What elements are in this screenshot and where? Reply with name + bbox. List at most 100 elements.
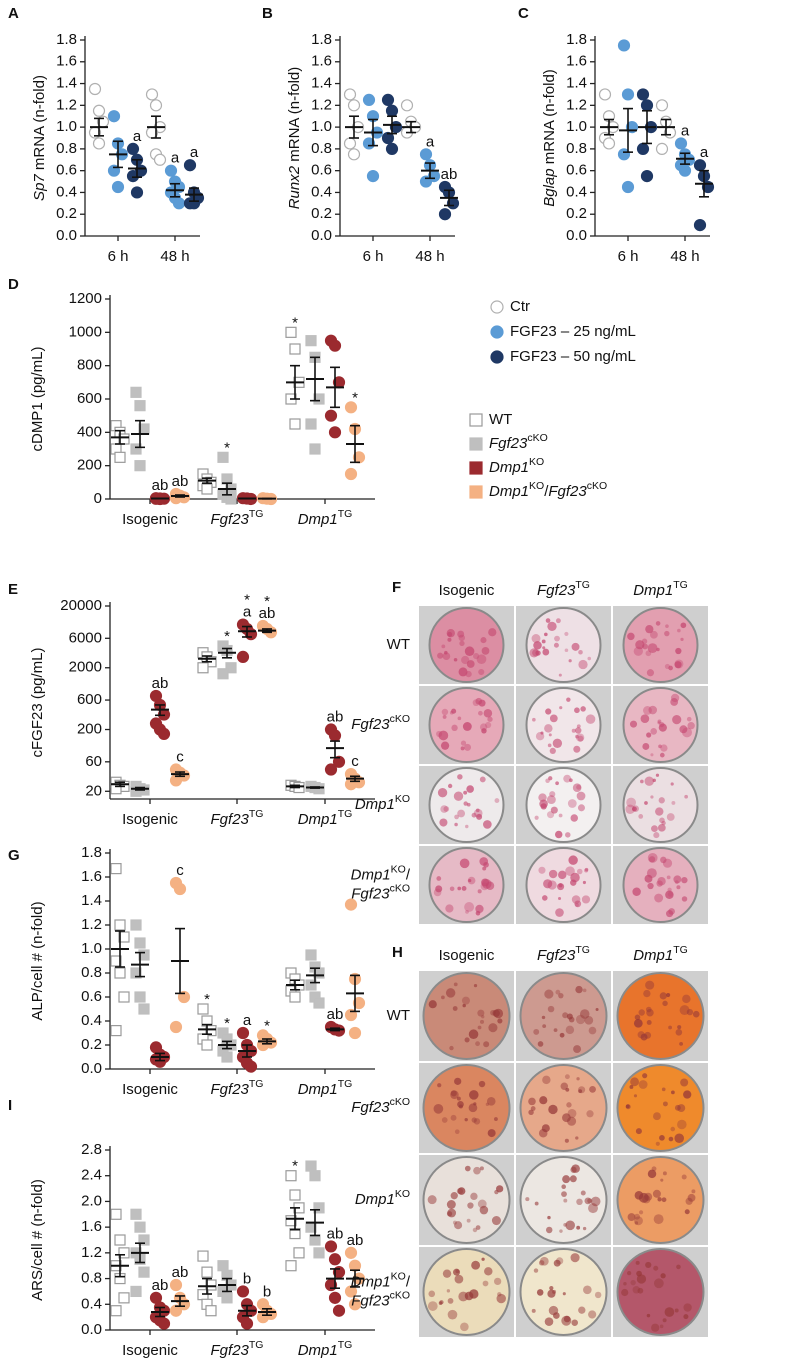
- well-spot: [655, 621, 661, 626]
- y-tick-label: 600: [77, 390, 102, 407]
- data-point: [332, 755, 346, 768]
- data-point: [118, 931, 130, 943]
- text-part: TG: [249, 808, 264, 820]
- legend-label: FGF23 – 50 ng/mL: [510, 348, 636, 365]
- well-spot: [555, 781, 559, 786]
- well-spot: [450, 1090, 457, 1097]
- well-spot: [573, 1045, 582, 1054]
- well-spot: [471, 1260, 481, 1270]
- well-spot: [576, 791, 586, 801]
- text-part: Fgf23: [211, 811, 250, 828]
- well-spot: [549, 791, 556, 798]
- data-point: [344, 898, 358, 911]
- well-spot: [677, 628, 681, 633]
- panel-letter: C: [518, 5, 529, 22]
- y-tick-label: 200: [77, 720, 102, 737]
- well-spot: [659, 1324, 664, 1329]
- x-tick-label: Fgf23TG: [211, 508, 264, 528]
- well-spot: [439, 818, 448, 827]
- well-spot: [671, 800, 676, 805]
- well: [519, 1248, 608, 1336]
- well-spot: [445, 988, 456, 998]
- well-spot: [674, 1133, 685, 1144]
- well-spot: [461, 655, 470, 665]
- well-spot: [545, 1226, 553, 1234]
- well: [422, 1064, 511, 1152]
- well-spot: [692, 1010, 700, 1018]
- well-spot: [564, 1074, 570, 1080]
- well-spot: [665, 624, 669, 628]
- well-spot: [463, 790, 468, 795]
- well-spot: [454, 1077, 462, 1085]
- well-spot: [668, 1136, 674, 1142]
- well-spot: [558, 992, 564, 999]
- data-point: [313, 1202, 325, 1214]
- text-part: KO: [529, 456, 544, 468]
- well-spot: [565, 832, 571, 838]
- annotation: ab: [152, 675, 169, 692]
- y-tick-label: 1.2: [81, 1244, 102, 1261]
- well-spot: [494, 1189, 499, 1195]
- annotation: *: [224, 628, 230, 645]
- well-spot: [479, 857, 489, 866]
- y-tick-label: 2.8: [81, 1141, 102, 1158]
- y-tick-label: 0.8: [81, 1270, 102, 1287]
- data-point: [118, 991, 130, 1003]
- well-spot: [625, 1104, 630, 1109]
- well-spot: [442, 1269, 452, 1278]
- well-spot: [464, 743, 472, 751]
- well-spot: [470, 1192, 478, 1201]
- well-spot: [441, 1117, 448, 1123]
- well-spot: [679, 1041, 684, 1046]
- well-spot: [559, 706, 563, 710]
- x-tick-label: Fgf23TG: [211, 1078, 264, 1098]
- well-spot: [547, 880, 557, 890]
- well-spot: [548, 869, 558, 879]
- well-spot: [661, 820, 666, 826]
- well-spot: [582, 1226, 587, 1231]
- well-spot: [545, 708, 552, 715]
- well-spot: [653, 1265, 659, 1271]
- well-spot: [670, 698, 679, 706]
- well-spot: [533, 1028, 540, 1035]
- well-spot: [477, 889, 482, 894]
- well-spot: [493, 1008, 504, 1019]
- well-spot: [566, 697, 571, 702]
- annotation: *: [224, 1015, 230, 1032]
- well-spot: [481, 1257, 485, 1261]
- data-point: [236, 1285, 250, 1298]
- well-spot: [473, 652, 480, 660]
- well-spot: [566, 1102, 572, 1108]
- y-tick-label: 1.6: [566, 53, 587, 70]
- data-point: [225, 493, 237, 505]
- panel-letter: H: [392, 944, 403, 961]
- well-spot: [558, 870, 567, 880]
- data-point: [240, 1317, 254, 1330]
- panel-letter: E: [8, 581, 18, 598]
- well: [525, 767, 602, 843]
- column-header: Isogenic: [439, 582, 495, 599]
- data-point: [134, 937, 146, 949]
- well-spot: [447, 783, 453, 789]
- well-spot: [541, 639, 546, 644]
- well-spot: [456, 1096, 461, 1101]
- data-point: [114, 967, 126, 979]
- well-spot: [564, 631, 569, 636]
- data-point: [177, 990, 191, 1004]
- data-point: [118, 1292, 130, 1304]
- well-spot: [687, 1193, 696, 1202]
- well-spot: [634, 1221, 639, 1225]
- y-tick-label: 0.2: [81, 1036, 102, 1053]
- data-point: [621, 88, 635, 101]
- text-part: /: [406, 866, 411, 883]
- data-point: [110, 1024, 122, 1037]
- well-spot: [555, 1257, 564, 1265]
- data-point: [205, 1279, 217, 1291]
- well: [422, 972, 511, 1060]
- data-point: [344, 467, 358, 481]
- data-point: [217, 1260, 229, 1272]
- well-spot: [567, 799, 577, 808]
- well-spot: [646, 669, 655, 677]
- well-spot: [565, 1220, 575, 1231]
